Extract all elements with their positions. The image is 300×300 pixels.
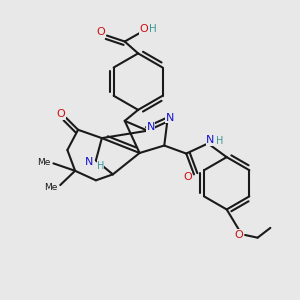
Text: N: N — [85, 157, 93, 167]
Text: O: O — [96, 27, 105, 37]
Text: H: H — [97, 161, 104, 171]
Text: H: H — [216, 136, 223, 146]
Text: O: O — [183, 172, 192, 182]
Text: H: H — [149, 24, 157, 34]
Text: O: O — [56, 109, 65, 119]
Text: O: O — [235, 230, 244, 240]
Text: N: N — [146, 122, 155, 132]
Text: N: N — [206, 136, 214, 146]
Text: Me: Me — [37, 158, 51, 167]
Text: O: O — [140, 24, 148, 34]
Text: N: N — [166, 112, 174, 123]
Text: Me: Me — [44, 183, 57, 192]
